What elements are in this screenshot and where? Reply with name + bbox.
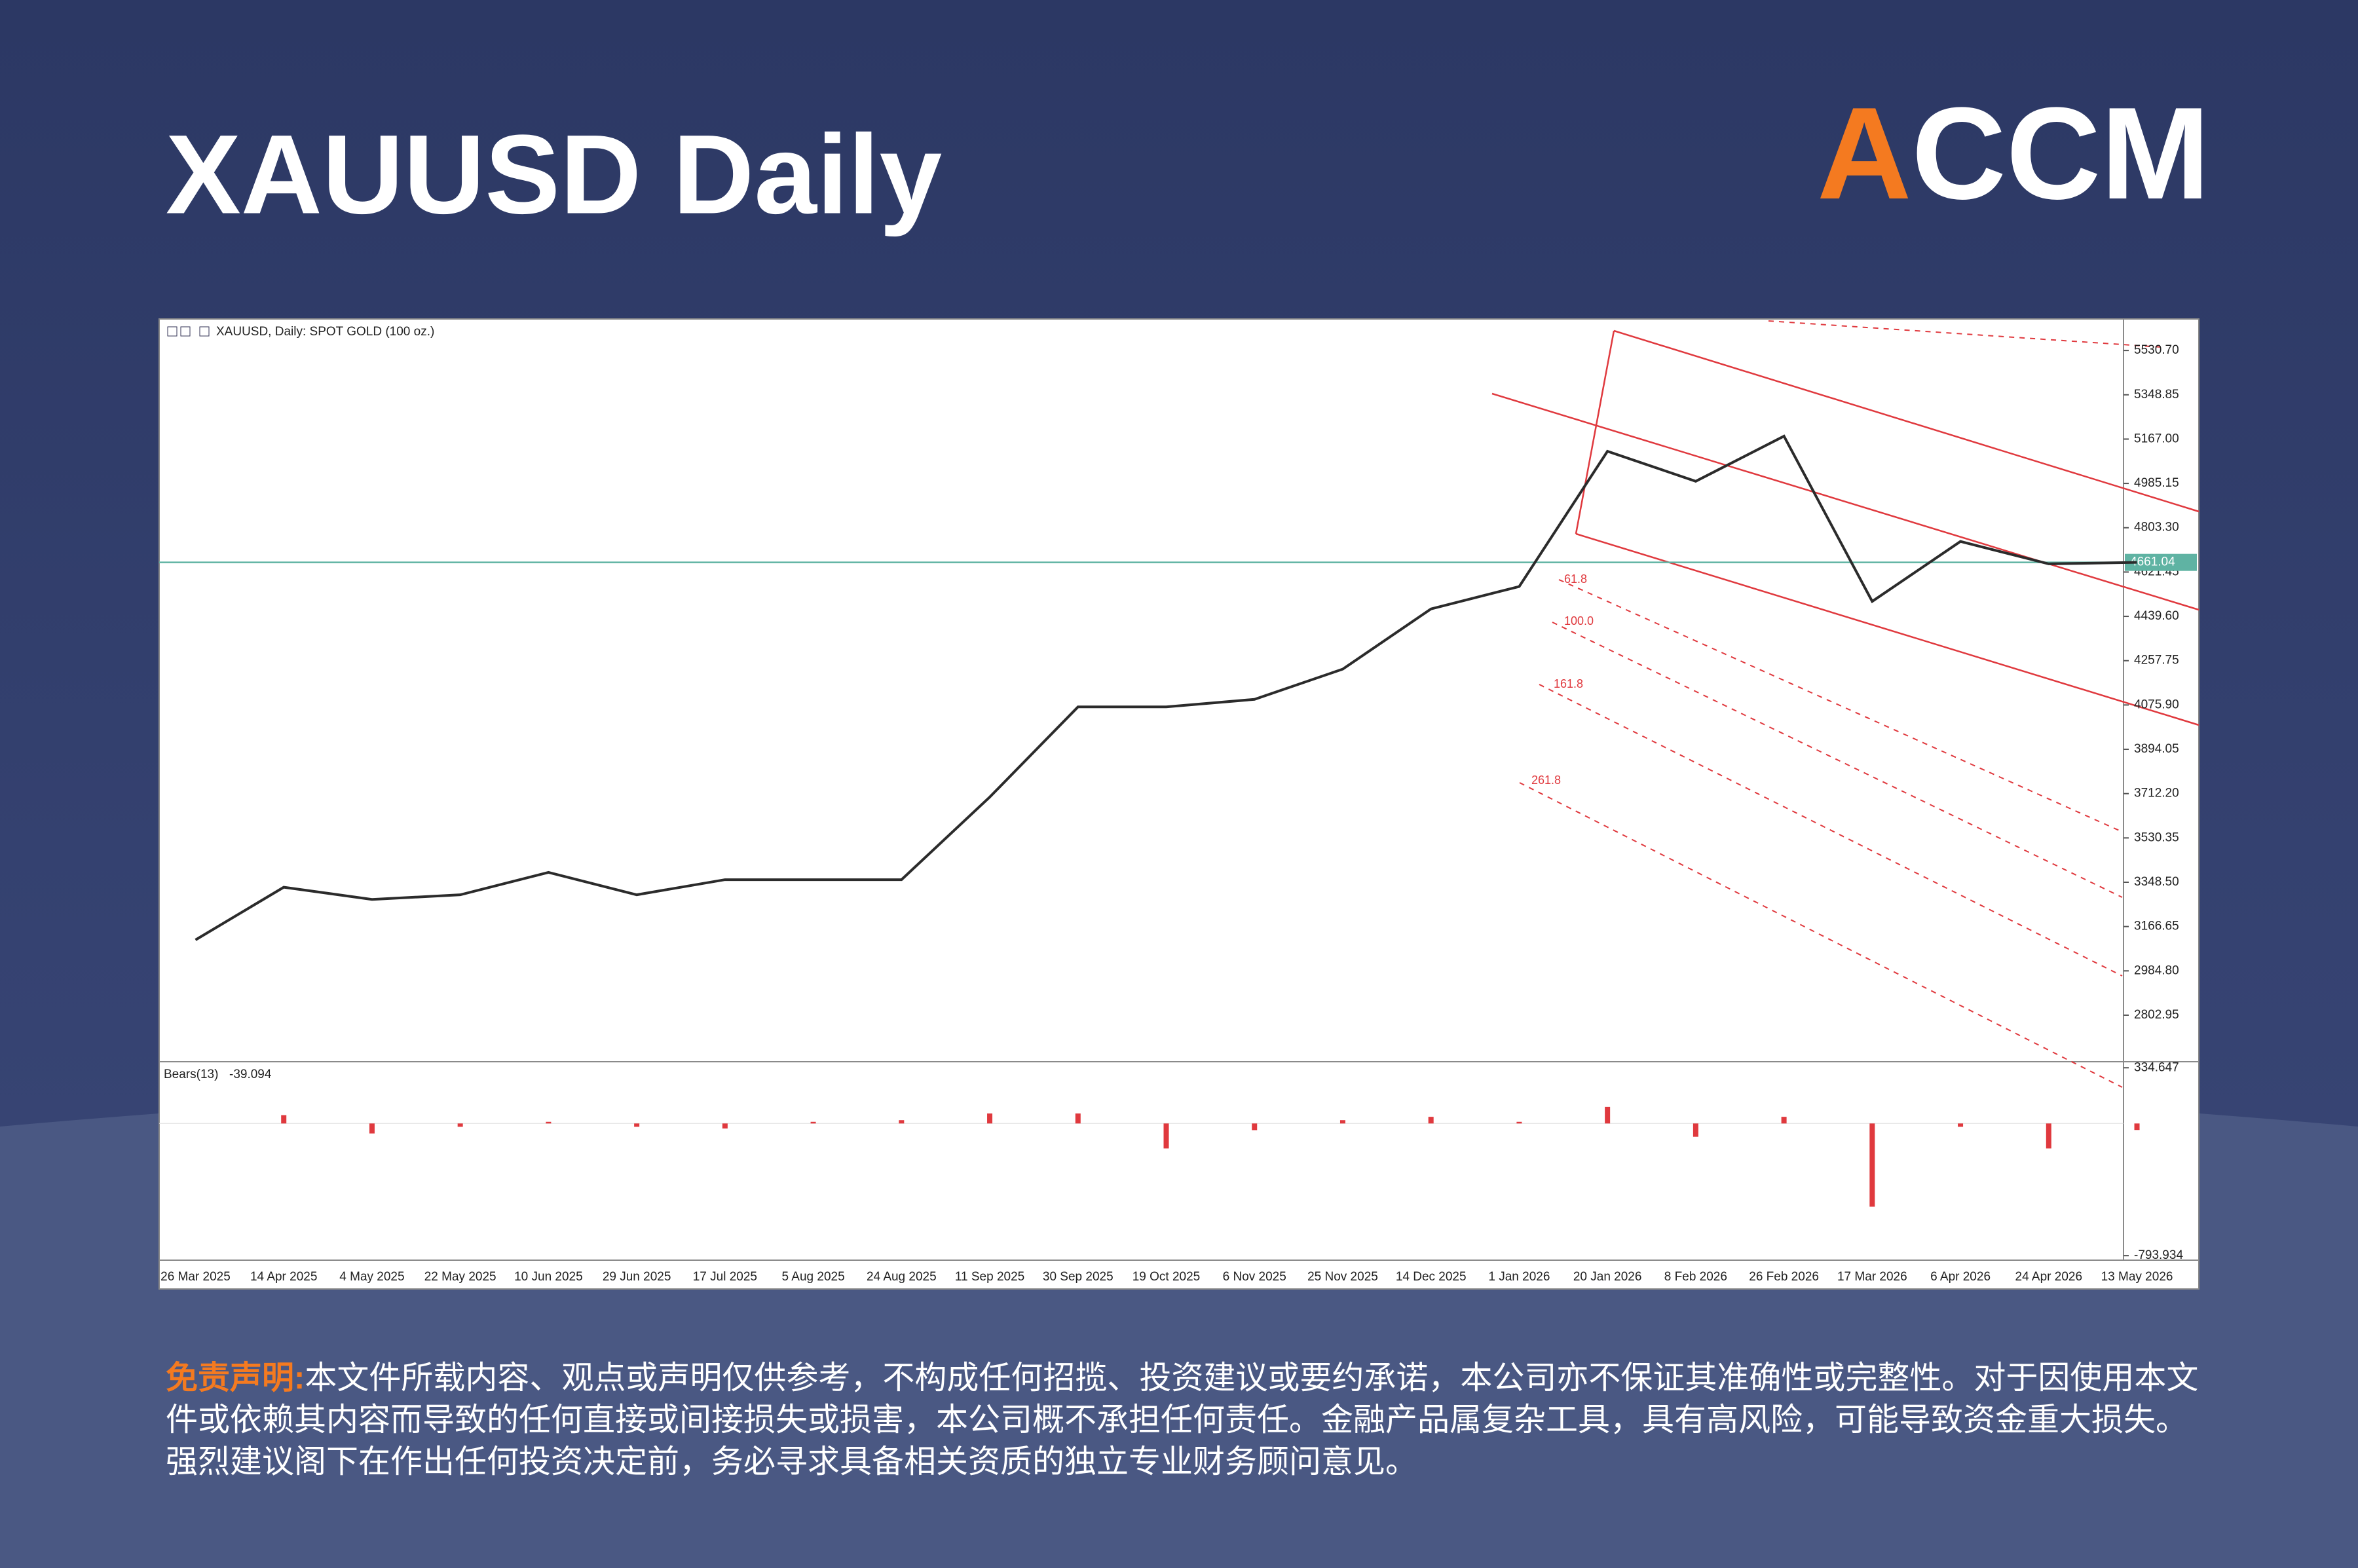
x-tick-label: 25 Nov 2025: [1307, 1270, 1378, 1284]
disclaimer: 免责声明:本文件所载内容、观点或声明仅供参考，不构成任何招揽、投资建议或要约承诺…: [166, 1357, 2203, 1483]
x-tick-label: 30 Sep 2025: [1043, 1270, 1114, 1284]
y-tick-label: 4075.90: [2134, 698, 2179, 711]
x-tick-label: 5 Aug 2025: [782, 1270, 845, 1284]
x-tick-label: 14 Dec 2025: [1396, 1270, 1467, 1284]
indicator-bar: [1869, 1123, 1875, 1207]
x-tick-label: 24 Aug 2025: [867, 1270, 937, 1284]
x-tick-label: 20 Jan 2026: [1573, 1270, 1642, 1284]
y-tick-label: 2802.95: [2134, 1008, 2179, 1022]
icon: [180, 326, 191, 337]
disclaimer-label: 免责声明:: [166, 1360, 305, 1396]
chart-panel: [159, 318, 2199, 1290]
x-tick-label: 26 Feb 2026: [1749, 1270, 1819, 1284]
y-tick-label: 4257.75: [2134, 654, 2179, 667]
last-price-label: 4661.04: [2130, 555, 2175, 569]
indicator-bar: [457, 1123, 463, 1127]
icon: [199, 326, 210, 337]
indicator-value: -39.094: [229, 1068, 272, 1081]
y-tick-label: 4439.60: [2134, 609, 2179, 623]
indicator-bar: [1339, 1120, 1345, 1124]
y-tick-label: 4803.30: [2134, 521, 2179, 534]
fib-label: 100.0: [1564, 614, 1594, 627]
indicator-bar: [1163, 1123, 1169, 1149]
fib-label: 261.8: [1531, 774, 1561, 787]
indicator-bar: [1781, 1117, 1787, 1124]
x-tick-label: 13 May 2026: [2101, 1270, 2173, 1284]
x-tick-label: 4 May 2025: [339, 1270, 404, 1284]
channel: [1491, 329, 2199, 726]
fib-label: 61.8: [1564, 572, 1587, 586]
x-tick-label: 8 Feb 2026: [1664, 1270, 1727, 1284]
fib-lines: [1519, 320, 2162, 1088]
indicator-bar: [987, 1113, 993, 1124]
indicator-name: Bears(13): [164, 1068, 218, 1081]
x-tick-label: 22 May 2025: [424, 1270, 496, 1284]
indicator-bar: [2134, 1123, 2140, 1130]
indicator-bar: [1516, 1121, 1522, 1124]
x-tick-label: 6 Nov 2025: [1223, 1270, 1286, 1284]
indicator-bar: [1605, 1106, 1611, 1124]
icon: [167, 326, 178, 337]
x-tick-label: 29 Jun 2025: [603, 1270, 671, 1284]
x-tick-label: 14 Apr 2025: [250, 1270, 317, 1284]
y-tick-label: 2984.80: [2134, 963, 2179, 977]
disclaimer-text: 本文件所载内容、观点或声明仅供参考，不构成任何招揽、投资建议或要约承诺，本公司亦…: [166, 1360, 2199, 1480]
indicator-bar: [1252, 1123, 1258, 1130]
y-tick-label: 4985.15: [2134, 476, 2179, 490]
x-tick-label: 19 Oct 2025: [1132, 1270, 1201, 1284]
indicator-bar: [1075, 1113, 1081, 1124]
indicator-bar: [281, 1115, 287, 1124]
x-tick-label: 24 Apr 2026: [2015, 1270, 2082, 1284]
indicator-bar: [1693, 1123, 1698, 1137]
indicator-bar: [810, 1121, 816, 1124]
indicator-bar: [1958, 1123, 1964, 1127]
y-tick-label: 3894.05: [2134, 742, 2179, 756]
y-tick-label: 3348.50: [2134, 875, 2179, 889]
y-tick-label: 5167.00: [2134, 432, 2179, 445]
chart-title: XAUUSD, Daily: SPOT GOLD (100 oz.): [216, 325, 434, 339]
logo: ACCM: [1817, 81, 2210, 227]
fib-label: 161.8: [1554, 677, 1583, 690]
x-tick-label: 11 Sep 2025: [955, 1270, 1024, 1284]
y-tick-label: 3530.35: [2134, 831, 2179, 844]
x-tick-label: 1 Jan 2026: [1488, 1270, 1550, 1284]
x-tick-label: 10 Jun 2025: [514, 1270, 583, 1284]
indicator-bar: [722, 1123, 728, 1129]
x-tick-label: 17 Jul 2025: [693, 1270, 757, 1284]
indicator-bar: [1428, 1117, 1434, 1124]
x-tick-label: 6 Apr 2026: [1930, 1270, 1991, 1284]
indicator-bar: [2046, 1123, 2051, 1149]
y-tick-label: 5348.85: [2134, 388, 2179, 401]
y-tick-label: 3166.65: [2134, 920, 2179, 933]
indicator-bar: [634, 1123, 640, 1127]
indicator-bar: [546, 1121, 552, 1124]
price-line: [195, 434, 2137, 941]
y-tick-label: 5530.70: [2134, 343, 2179, 357]
x-tick-label: 17 Mar 2026: [1837, 1270, 1907, 1284]
x-tick-label: 26 Mar 2025: [160, 1270, 231, 1284]
page-title: XAUUSD Daily: [166, 111, 942, 237]
indicator-bar: [369, 1123, 375, 1134]
y2-tick-label: 334.647: [2134, 1060, 2179, 1074]
y-tick-label: 3712.20: [2134, 787, 2179, 800]
indicator-bar: [899, 1120, 905, 1124]
y2-tick-label: -793.934: [2134, 1248, 2183, 1262]
